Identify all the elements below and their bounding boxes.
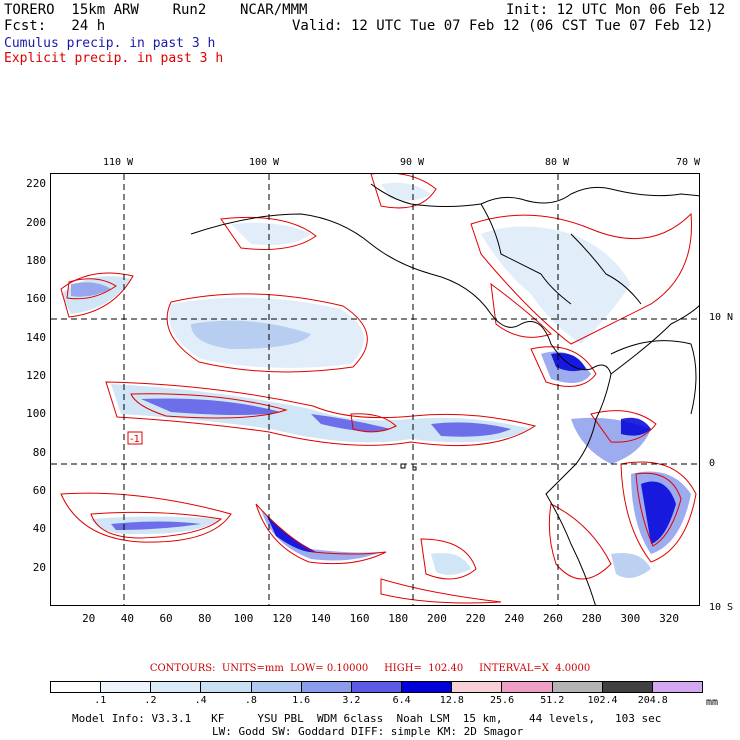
colorbar-swatch: [351, 682, 403, 692]
lon-label-90w: 90 W: [399, 157, 425, 168]
y-tick-label: 60: [32, 484, 46, 498]
colorbar-swatch: [652, 682, 703, 692]
legend-explicit: Explicit precip. in past 3 h: [4, 51, 224, 66]
explicit-precip-contours: [60, 174, 697, 604]
colorbar-swatch: [301, 682, 352, 692]
legend-cumulus: Cumulus precip. in past 3 h: [4, 36, 216, 51]
colorbar-label: 3.2: [342, 695, 361, 706]
x-tick-label: 140: [310, 612, 331, 625]
colorbar-label: 1.6: [292, 695, 311, 706]
x-tick-label: 220: [465, 612, 486, 625]
x-tick-label: 40: [120, 612, 134, 625]
x-tick-label: 80: [198, 612, 212, 625]
colorbar-label: 6.4: [392, 695, 411, 706]
valid-time: Valid: 12 UTC Tue 07 Feb 12 (06 CST Tue …: [292, 18, 714, 34]
colorbar-label: 25.6: [490, 695, 515, 706]
forecast-hour: Fcst: 24 h: [4, 18, 106, 34]
colorbar-label: .8: [244, 695, 257, 706]
y-tick-label: 20: [32, 560, 46, 574]
x-tick-label: 260: [543, 612, 563, 625]
colorbar-swatch: [502, 682, 553, 692]
colorbar-label: .2: [144, 695, 157, 706]
x-tick-label: 60: [159, 612, 173, 625]
precip-map: -1: [50, 173, 700, 606]
colorbar-swatch: [251, 682, 302, 692]
y-tick-label: 180: [26, 254, 46, 268]
colorbar-swatch: [151, 682, 202, 692]
colorbar-swatch: [402, 682, 453, 692]
lat-label-10s: 10 S: [709, 602, 734, 613]
lat-label-10n: 10 N: [709, 312, 734, 323]
x-tick-label: 160: [349, 612, 370, 625]
x-tick-label: 120: [272, 612, 293, 625]
contour-label-box: -1: [127, 431, 143, 445]
lon-label-100w: 100 W: [248, 157, 280, 168]
y-tick-label: 140: [26, 330, 46, 344]
contours-info: CONTOURS: UNITS=mm LOW= 0.10000 HIGH= 10…: [149, 663, 591, 674]
x-tick-label: 200: [426, 612, 447, 625]
y-tick-label: 160: [26, 292, 46, 306]
x-tick-label: 240: [504, 612, 525, 625]
x-tick-label: 100: [233, 612, 254, 625]
y-tick-label: 80: [32, 445, 46, 459]
x-tick-label: 20: [82, 612, 96, 625]
colorbar-swatch: [602, 682, 653, 692]
lon-label-110w: 110 W: [102, 157, 134, 168]
colorbar-label: 51.2: [540, 695, 565, 706]
colorbar-swatch: [452, 682, 503, 692]
latlon-grid: [51, 174, 699, 605]
colorbar-label: .4: [194, 695, 207, 706]
coastlines: [190, 183, 699, 605]
y-tick-label: 40: [32, 522, 46, 536]
model-title: TORERO 15km ARW Run2 NCAR/MMM: [4, 2, 308, 18]
cumulus-precip-areas: [61, 182, 691, 578]
colorbar-swatch: [552, 682, 603, 692]
colorbar-units: mm: [706, 697, 719, 708]
model-info-line1: Model Info: V3.3.1 KF YSU PBL WDM 6class…: [72, 712, 662, 725]
x-tick-label: 180: [388, 612, 409, 625]
colorbar-swatch: [201, 682, 252, 692]
x-tick-label: 320: [659, 612, 679, 625]
lon-label-70w: 70 W: [675, 157, 701, 168]
lon-label-80w: 80 W: [544, 157, 570, 168]
colorbar-swatch: [101, 682, 152, 692]
colorbar-label: 12.8: [439, 695, 464, 706]
y-tick-label: 200: [26, 215, 46, 229]
init-time: Init: 12 UTC Mon 06 Feb 12: [506, 2, 726, 18]
y-tick-label: 100: [26, 407, 46, 421]
y-tick-label: 220: [26, 177, 46, 191]
x-tick-label: 280: [581, 612, 602, 625]
colorbar-label: .1: [94, 695, 107, 706]
x-tick-label: 300: [620, 612, 641, 625]
colorbar-label: 204.8: [637, 695, 668, 706]
colorbar: [50, 681, 703, 693]
contour-label: -1: [130, 434, 140, 445]
model-info-line2: LW: Godd SW: Goddard DIFF: simple KM: 2D…: [212, 725, 524, 738]
colorbar-label: 102.4: [587, 695, 618, 706]
colorbar-swatch: [51, 682, 102, 692]
lat-label-0: 0: [709, 458, 716, 469]
y-tick-label: 120: [26, 369, 46, 383]
